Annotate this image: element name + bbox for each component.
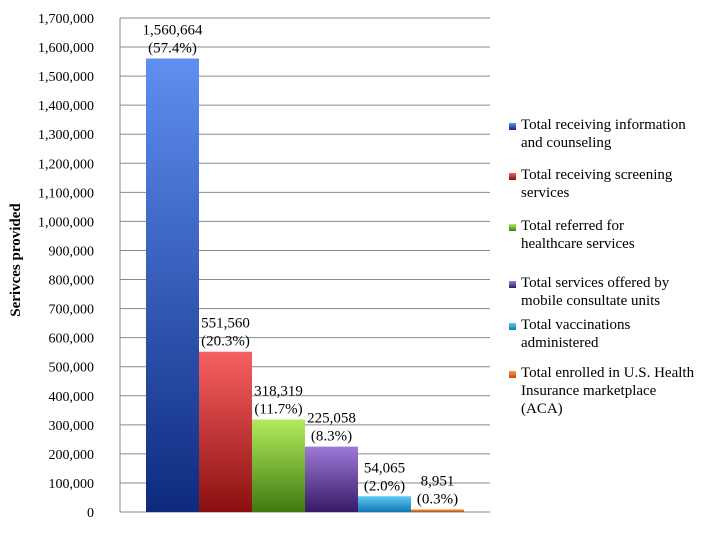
y-axis-label: Serivces provided bbox=[8, 203, 24, 317]
legend-swatch bbox=[509, 281, 516, 288]
bar-value-label: 551,560 bbox=[201, 316, 250, 332]
legend-entry-text: Total enrolled in U.S. Health bbox=[521, 365, 695, 381]
bar-percent-label: (0.3%) bbox=[417, 491, 458, 507]
bar-value-label: 225,058 bbox=[307, 411, 356, 427]
legend-entry-text: Insurance marketplace bbox=[521, 383, 657, 399]
y-tick-label: 1,700,000 bbox=[38, 12, 94, 27]
y-tick-label: 200,000 bbox=[49, 448, 95, 463]
legend-entry-text: services bbox=[521, 185, 569, 201]
y-tick-label: 600,000 bbox=[49, 332, 95, 347]
legend-entry-text: Total referred for bbox=[521, 218, 624, 234]
legend-swatch bbox=[509, 371, 516, 378]
legend-swatch bbox=[509, 123, 516, 130]
legend: Total receiving information and counselin… bbox=[509, 117, 695, 417]
bar-value-label: 318,319 bbox=[254, 384, 303, 400]
legend-entry-text: mobile consultate units bbox=[521, 293, 660, 309]
y-tick-label: 100,000 bbox=[49, 477, 95, 492]
legend-entry-text: Total services offered by bbox=[521, 275, 670, 291]
bar bbox=[146, 58, 199, 512]
y-tick-label: 900,000 bbox=[49, 244, 95, 259]
y-tick-label: 0 bbox=[87, 506, 94, 521]
bar bbox=[358, 496, 411, 512]
legend-entry-text: Total vaccinations bbox=[521, 317, 630, 333]
bar-value-label: 8,951 bbox=[421, 473, 455, 489]
y-tick-label: 300,000 bbox=[49, 419, 95, 434]
y-tick-label: 1,200,000 bbox=[38, 157, 94, 172]
y-tick-label: 400,000 bbox=[49, 390, 95, 405]
bar-percent-label: (11.7%) bbox=[254, 402, 302, 418]
legend-swatch bbox=[509, 224, 516, 231]
bar-percent-label: (57.4%) bbox=[148, 40, 197, 56]
y-tick-label: 500,000 bbox=[49, 361, 95, 376]
legend-entry-text: administered bbox=[521, 335, 599, 351]
y-tick-label: 1,600,000 bbox=[38, 41, 94, 56]
y-tick-label: 700,000 bbox=[49, 303, 95, 318]
bar-percent-label: (8.3%) bbox=[311, 429, 352, 445]
bar bbox=[252, 419, 305, 512]
y-tick-label: 1,100,000 bbox=[38, 186, 94, 201]
legend-entry-text: and counseling bbox=[521, 135, 612, 151]
legend-entry-text: Total receiving screening bbox=[521, 167, 673, 183]
y-tick-label: 1,300,000 bbox=[38, 128, 94, 143]
y-tick-label: 1,400,000 bbox=[38, 99, 94, 114]
bar bbox=[199, 351, 252, 512]
legend-entry-text: healthcare services bbox=[521, 236, 635, 252]
legend-entry-text: (ACA) bbox=[521, 401, 563, 417]
bar bbox=[411, 509, 464, 512]
y-axis-ticks: 0 100,000 200,000 300,000 400,000 500,000 600,… bbox=[38, 12, 94, 521]
y-tick-label: 1,000,000 bbox=[38, 215, 94, 230]
bar-percent-label: (2.0%) bbox=[364, 478, 405, 494]
legend-swatch bbox=[509, 173, 516, 180]
bar-value-label: 54,065 bbox=[364, 460, 405, 476]
y-tick-label: 1,500,000 bbox=[38, 70, 94, 85]
data-labels: 1,560,664 (57.4%) 551,560 (20.3%) 318,319 (11… bbox=[143, 22, 459, 507]
bar bbox=[305, 446, 358, 512]
y-tick-label: 800,000 bbox=[49, 274, 95, 289]
legend-swatch bbox=[509, 323, 516, 330]
bar-value-label: 1,560,664 bbox=[143, 22, 204, 38]
bars bbox=[146, 58, 464, 512]
bar-percent-label: (20.3%) bbox=[201, 334, 250, 350]
legend-entry-text: Total receiving information bbox=[521, 117, 686, 133]
